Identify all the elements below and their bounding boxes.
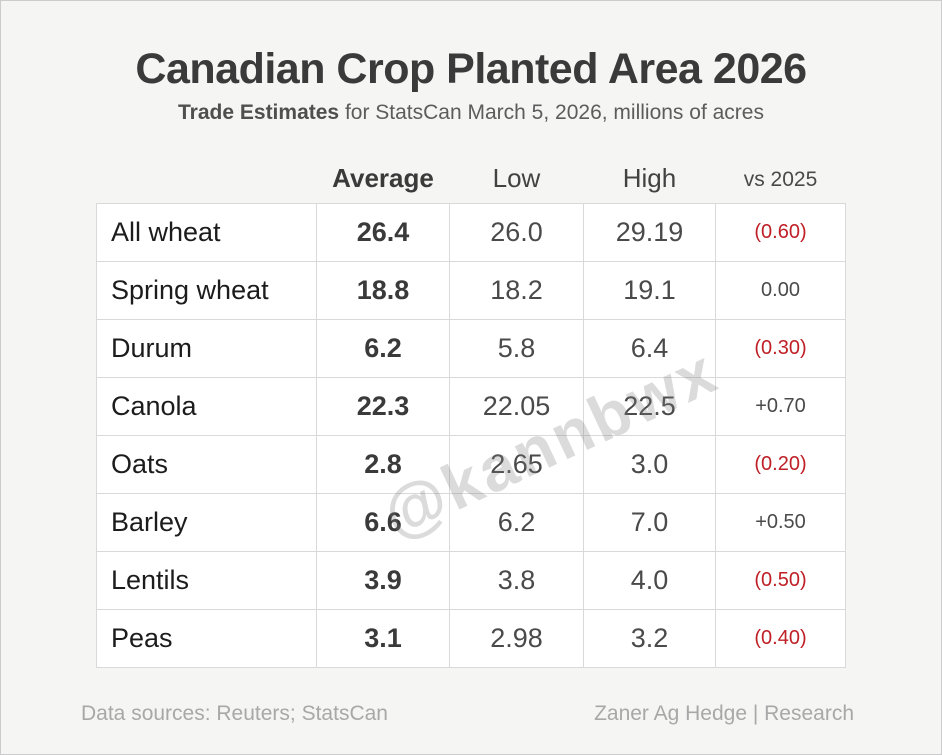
cell-crop: Durum [96, 318, 317, 378]
cell-average: 6.2 [316, 318, 450, 378]
subtitle-rest: for StatsCan March 5, 2026, millions of … [339, 101, 764, 125]
cell-vs2025: +0.70 [715, 376, 846, 436]
cell-low: 22.05 [449, 376, 584, 436]
cell-low: 2.65 [449, 434, 584, 494]
cell-high: 7.0 [583, 492, 716, 552]
column-header-high: High [622, 162, 677, 193]
cell-vs2025: (0.40) [715, 608, 846, 668]
cell-vs2025: (0.30) [715, 318, 846, 378]
cell-low: 2.98 [449, 608, 584, 668]
cell-high: 3.2 [583, 608, 716, 668]
cell-vs2025: (0.60) [715, 202, 846, 262]
cell-low: 26.0 [449, 202, 584, 262]
table-row: Barley 6.6 6.2 7.0 +0.50 [96, 492, 846, 552]
column-header-average: Average [332, 162, 434, 193]
cell-low: 18.2 [449, 260, 584, 320]
cell-average: 22.3 [316, 376, 450, 436]
footer-credit: Zaner Ag Hedge | Research [594, 702, 854, 725]
cell-high: 3.0 [583, 434, 716, 494]
cell-high: 19.1 [583, 260, 716, 320]
table-header-row: Average Low High vs 2025 [97, 157, 846, 203]
table-row: Lentils 3.9 3.8 4.0 (0.50) [96, 550, 846, 610]
column-header-low: Low [492, 162, 541, 193]
table-row: All wheat 26.4 26.0 29.19 (0.60) [96, 202, 846, 262]
cell-low: 5.8 [449, 318, 584, 378]
footer: Data sources: Reuters; StatsCan Zaner Ag… [81, 702, 854, 726]
column-header-crop [97, 157, 317, 203]
cell-crop: Spring wheat [96, 260, 317, 320]
cell-crop: All wheat [96, 202, 317, 262]
cell-vs2025: (0.20) [715, 434, 846, 494]
cell-high: 6.4 [583, 318, 716, 378]
cell-high: 29.19 [583, 202, 716, 262]
cell-crop: Canola [96, 376, 317, 436]
table-row: Durum 6.2 5.8 6.4 (0.30) [96, 318, 846, 378]
cell-average: 3.9 [316, 550, 450, 610]
cell-average: 6.6 [316, 492, 450, 552]
table-row: Oats 2.8 2.65 3.0 (0.20) [96, 434, 846, 494]
cell-high: 4.0 [583, 550, 716, 610]
column-header-vs2025: vs 2025 [743, 167, 818, 191]
table-row: Canola 22.3 22.05 22.5 +0.70 [96, 376, 846, 436]
cell-average: 2.8 [316, 434, 450, 494]
page-title: Canadian Crop Planted Area 2026 [135, 45, 807, 93]
cell-vs2025: 0.00 [715, 260, 846, 320]
cell-low: 3.8 [449, 550, 584, 610]
table-row: Peas 3.1 2.98 3.2 (0.40) [96, 608, 846, 668]
cell-crop: Lentils [96, 550, 317, 610]
cell-average: 26.4 [316, 202, 450, 262]
cell-average: 3.1 [316, 608, 450, 668]
cell-crop: Oats [96, 434, 317, 494]
table-body: All wheat 26.4 26.0 29.19 (0.60) Spring wheat… [96, 202, 846, 668]
cell-average: 18.8 [316, 260, 450, 320]
cell-vs2025: +0.50 [715, 492, 846, 552]
cell-high: 22.5 [583, 376, 716, 436]
cell-low: 6.2 [449, 492, 584, 552]
subtitle-emphasis: Trade Estimates [178, 101, 340, 125]
cell-crop: Peas [96, 608, 317, 668]
cell-vs2025: (0.50) [715, 550, 846, 610]
footer-data-sources: Data sources: Reuters; StatsCan [81, 702, 388, 725]
table-row: Spring wheat 18.8 18.2 19.1 0.00 [96, 260, 846, 320]
cell-crop: Barley [96, 492, 317, 552]
page-subtitle: Trade Estimates for StatsCan March 5, 20… [1, 101, 941, 125]
estimates-table: Average Low High vs 2025 All wheat 26.4 26… [96, 157, 846, 668]
